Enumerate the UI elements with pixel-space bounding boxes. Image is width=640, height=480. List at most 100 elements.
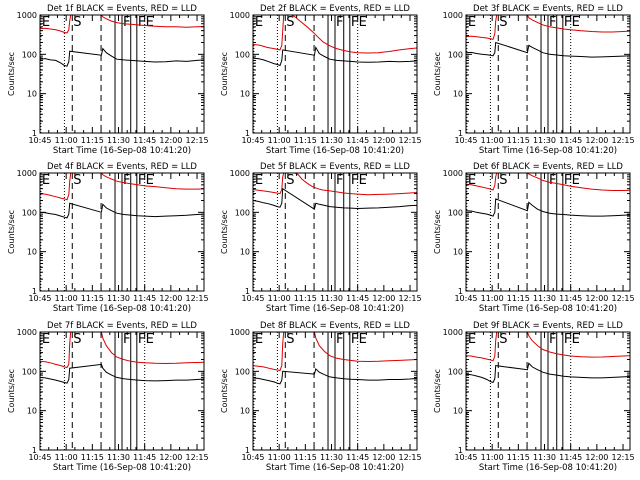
- x-tick-label: 10:45: [454, 136, 477, 145]
- events-series-line: [466, 362, 630, 384]
- y-tick-label: 1000: [230, 11, 250, 20]
- y-tick-label: 1000: [17, 328, 37, 337]
- marker-label-F: F: [564, 332, 571, 347]
- x-tick-label: 11:15: [507, 294, 530, 303]
- marker-label-F: F: [138, 15, 145, 30]
- marker-label-E: E: [359, 15, 367, 30]
- x-tick-label: 10:45: [28, 136, 51, 145]
- x-tick-label: 11:15: [81, 294, 104, 303]
- panel-title: Det 3f BLACK = Events, RED = LLD: [473, 4, 623, 14]
- marker-label-F: F: [564, 173, 571, 188]
- events-series-line: [466, 41, 630, 58]
- x-tick-label: 11:45: [559, 136, 582, 145]
- x-tick-label: 11:00: [481, 294, 504, 303]
- lld-series-line: [40, 332, 204, 369]
- marker-label-E: E: [359, 173, 367, 188]
- marker-label-S: S: [286, 332, 294, 347]
- plot-frame: [252, 172, 418, 292]
- x-axis-label: Start Time (16-Sep-08 10:41:20): [53, 304, 191, 314]
- x-tick-label: 11:15: [294, 294, 317, 303]
- y-tick-label: 1: [245, 446, 250, 455]
- marker-label-F: F: [549, 173, 556, 188]
- plot-frame: [465, 172, 631, 292]
- x-tick-label: 11:00: [55, 453, 78, 462]
- x-tick-label: 11:45: [346, 453, 369, 462]
- plot-frame: [39, 172, 205, 292]
- x-tick-label: 12:15: [185, 294, 208, 303]
- x-tick-label: 12:00: [159, 294, 182, 303]
- marker-label-S: S: [73, 332, 81, 347]
- y-tick-label: 10: [453, 90, 463, 99]
- plot-frame: [465, 331, 631, 451]
- x-axis-label: Start Time (16-Sep-08 10:41:20): [479, 146, 617, 156]
- y-tick-label: 100: [235, 208, 250, 217]
- y-tick-label: 100: [448, 208, 463, 217]
- marker-label-S: S: [499, 15, 507, 30]
- marker-label-E: E: [146, 15, 154, 30]
- y-tick-label: 1: [245, 287, 250, 296]
- y-tick-label: 100: [235, 367, 250, 376]
- y-axis-label: Counts/sec: [433, 210, 442, 254]
- events-series-line: [253, 187, 417, 211]
- marker-label-E: E: [468, 173, 476, 188]
- marker-label-E: E: [572, 15, 580, 30]
- marker-label-E: E: [146, 173, 154, 188]
- marker-label-E: E: [146, 332, 154, 347]
- marker-label-F: F: [549, 15, 556, 30]
- x-tick-label: 11:15: [294, 453, 317, 462]
- marker-label-S: S: [286, 173, 294, 188]
- x-tick-label: 12:15: [185, 453, 208, 462]
- y-tick-label: 1: [32, 446, 37, 455]
- y-tick-label: 1: [458, 129, 463, 138]
- lld-series-line: [466, 173, 630, 191]
- x-tick-label: 12:15: [398, 453, 421, 462]
- x-tick-label: 11:00: [55, 136, 78, 145]
- x-tick-label: 11:30: [533, 453, 556, 462]
- y-axis-label: Counts/sec: [220, 52, 229, 96]
- y-tick-label: 1: [458, 287, 463, 296]
- plot-frame: [252, 14, 418, 134]
- x-tick-label: 12:15: [185, 136, 208, 145]
- x-tick-label: 10:45: [241, 294, 264, 303]
- x-axis-label: Start Time (16-Sep-08 10:41:20): [479, 304, 617, 314]
- lld-series-line: [40, 15, 204, 34]
- y-tick-label: 1000: [443, 169, 463, 178]
- x-tick-label: 10:45: [28, 453, 51, 462]
- x-tick-label: 11:30: [533, 294, 556, 303]
- x-tick-label: 11:30: [107, 136, 130, 145]
- marker-label-F: F: [123, 15, 130, 30]
- y-tick-label: 100: [235, 50, 250, 59]
- lld-series-line: [466, 332, 630, 362]
- marker-label-F: F: [123, 173, 130, 188]
- plot-frame: [252, 331, 418, 451]
- y-tick-label: 1000: [230, 328, 250, 337]
- x-tick-label: 12:00: [372, 294, 395, 303]
- x-axis-label: Start Time (16-Sep-08 10:41:20): [53, 146, 191, 156]
- marker-label-F: F: [123, 332, 130, 347]
- marker-label-S: S: [286, 15, 294, 30]
- y-tick-label: 10: [240, 248, 250, 257]
- y-tick-label: 100: [448, 50, 463, 59]
- marker-label-E: E: [42, 332, 50, 347]
- lld-series-line: [40, 173, 204, 201]
- x-tick-label: 10:45: [454, 453, 477, 462]
- x-tick-label: 11:45: [346, 136, 369, 145]
- x-tick-label: 11:45: [133, 453, 156, 462]
- marker-label-F: F: [549, 332, 556, 347]
- marker-label-E: E: [255, 173, 263, 188]
- marker-label-E: E: [572, 173, 580, 188]
- y-tick-label: 10: [453, 407, 463, 416]
- y-tick-label: 100: [22, 208, 37, 217]
- marker-label-F: F: [138, 332, 145, 347]
- y-tick-label: 1: [32, 287, 37, 296]
- x-tick-label: 11:15: [81, 453, 104, 462]
- x-tick-label: 11:00: [481, 453, 504, 462]
- marker-label-E: E: [42, 173, 50, 188]
